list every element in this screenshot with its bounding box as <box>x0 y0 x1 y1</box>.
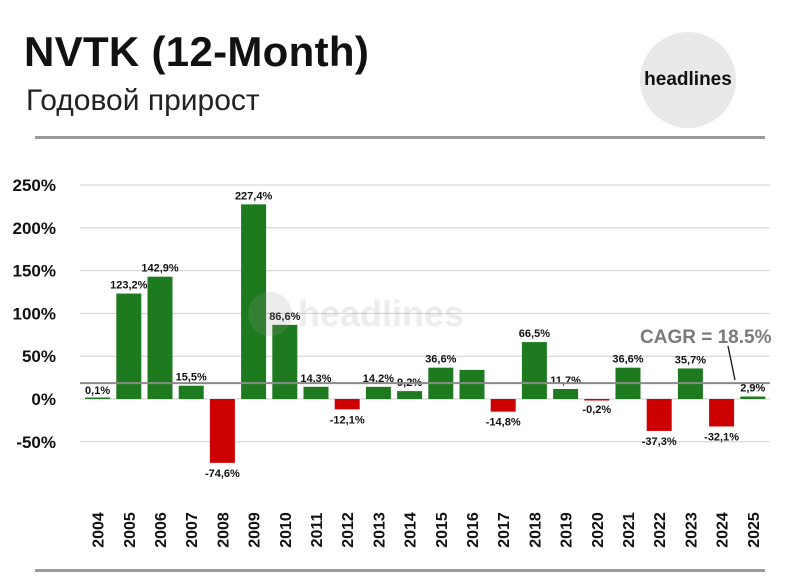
x-tick-label: 2011 <box>309 513 326 548</box>
bar-2020 <box>584 399 610 401</box>
x-tick-label: 2010 <box>278 512 295 548</box>
bar-2024 <box>709 399 735 427</box>
bar-2005 <box>116 293 142 399</box>
data-label: 227,4% <box>235 190 273 202</box>
x-tick-label: 2017 <box>496 512 513 548</box>
data-label: 36,6% <box>425 354 456 366</box>
data-label: 14,2% <box>363 373 394 385</box>
cagr-annotation: CAGR = 18.5% <box>80 327 772 385</box>
data-label: -37,3% <box>642 436 677 448</box>
data-label: 86,6% <box>269 311 300 323</box>
grid-lines <box>80 184 770 443</box>
y-tick-label: 100% <box>13 304 56 323</box>
data-label: 15,5% <box>176 372 207 384</box>
data-label: 2,9% <box>740 383 765 395</box>
cagr-pointer <box>727 345 736 381</box>
bar-2016 <box>459 369 485 399</box>
cagr-label: CAGR = 18.5% <box>640 327 772 348</box>
x-tick-label: 2012 <box>340 512 357 548</box>
bar-2014 <box>397 391 423 399</box>
bar-2009 <box>241 204 267 399</box>
x-tick-label: 2016 <box>465 512 482 548</box>
y-tick-label: 150% <box>13 262 56 281</box>
bars <box>85 204 766 463</box>
bar-2019 <box>553 388 579 399</box>
x-tick-label: 2007 <box>184 512 201 548</box>
bar-2012 <box>334 399 360 410</box>
y-tick-label: 250% <box>13 176 56 195</box>
bar-2008 <box>209 399 235 463</box>
x-tick-label: 2009 <box>247 512 264 548</box>
bar-2018 <box>521 342 547 399</box>
logo-text: headlines <box>644 69 732 90</box>
x-tick-label: 2025 <box>746 512 763 548</box>
x-tick-label: 2005 <box>122 512 139 548</box>
y-axis-ticks: 250% 200% 150% 100% 50% 0% -50% <box>13 176 56 452</box>
x-tick-label: 2008 <box>215 512 232 548</box>
data-label: 142,9% <box>141 263 179 275</box>
bottom-divider <box>35 569 765 572</box>
x-tick-label: 2021 <box>621 512 638 548</box>
x-tick-label: 2006 <box>153 512 170 548</box>
x-tick-label: 2022 <box>652 512 669 548</box>
bar-2022 <box>646 399 672 431</box>
y-tick-label: 50% <box>22 347 56 366</box>
bar-2006 <box>147 276 173 399</box>
bar-2025 <box>740 396 766 399</box>
bar-2007 <box>178 385 204 399</box>
data-label: 35,7% <box>675 354 706 366</box>
data-label: 11,7% <box>550 375 581 387</box>
x-tick-label: 2020 <box>590 512 607 548</box>
y-tick-label: 0% <box>31 390 56 409</box>
data-label: 66,5% <box>519 328 550 340</box>
headlines-logo: headlines <box>640 32 736 128</box>
x-tick-label: 2024 <box>715 512 732 548</box>
x-tick-label: 2018 <box>527 512 544 548</box>
y-tick-label: 200% <box>13 219 56 238</box>
x-tick-label: 2019 <box>559 512 576 548</box>
x-axis-ticks: 2004 2005 2006 2007 2008 2009 2010 2011 2012 2013… <box>91 512 763 548</box>
top-divider <box>35 136 765 139</box>
y-tick-label: -50% <box>16 433 56 452</box>
data-label: -0,2% <box>582 404 611 416</box>
x-tick-label: 2004 <box>91 512 108 548</box>
data-label: 123,2% <box>110 280 148 292</box>
chart-subtitle: Годовой прирост <box>26 84 260 117</box>
bar-2010 <box>272 324 298 399</box>
bar-2017 <box>490 399 516 412</box>
data-label: 0,1% <box>85 385 110 397</box>
bar-2011 <box>303 386 329 399</box>
x-tick-label: 2013 <box>371 512 388 548</box>
data-label: -12,1% <box>330 414 365 426</box>
data-label: -74,6% <box>205 468 240 480</box>
bar-2013 <box>365 386 391 399</box>
chart-title: NVTK (12-Month) <box>24 28 370 75</box>
data-label: 36,6% <box>612 354 643 366</box>
x-tick-label: 2015 <box>434 512 451 548</box>
bar-2004 <box>85 397 111 399</box>
x-tick-label: 2023 <box>683 512 700 548</box>
data-label: -32,1% <box>704 431 739 443</box>
data-label: 14,3% <box>300 373 331 385</box>
data-label: -14,8% <box>486 417 521 429</box>
x-tick-label: 2014 <box>403 512 420 548</box>
